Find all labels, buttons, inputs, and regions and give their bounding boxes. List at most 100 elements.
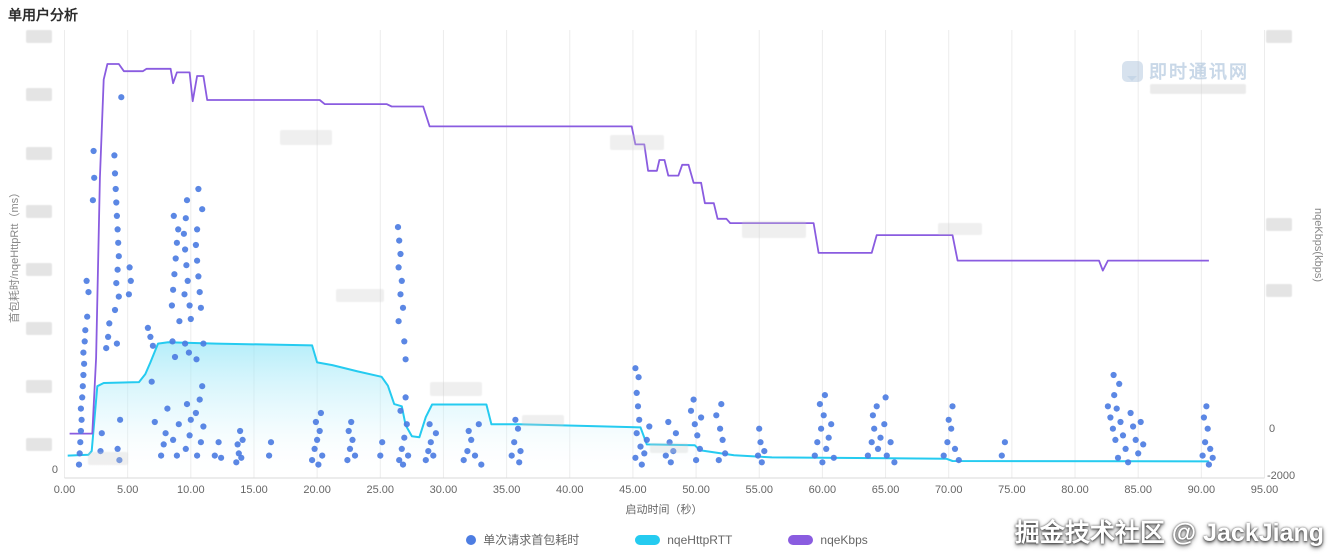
scatter-point <box>395 264 402 271</box>
legend-label: nqeHttpRTT <box>667 532 733 547</box>
x-tick-label: 0.00 <box>53 484 76 496</box>
scatter-point <box>105 333 112 340</box>
scatter-point <box>192 241 199 249</box>
scatter-point <box>397 407 404 414</box>
scatter-point <box>84 313 91 320</box>
x-tick-label: 50.00 <box>682 484 710 496</box>
scatter-point <box>397 250 404 258</box>
scatter-point <box>874 445 882 452</box>
scatter-point <box>1117 418 1124 426</box>
scatter-point <box>756 425 763 432</box>
scatter-point <box>475 421 482 428</box>
scatter-point <box>1110 371 1117 379</box>
scatter-point <box>83 277 90 284</box>
scatter-point <box>116 457 123 464</box>
legend-line-swatch <box>788 534 814 545</box>
scatter-point <box>690 396 697 403</box>
scatter-point <box>1112 436 1119 443</box>
scatter-point <box>948 425 955 432</box>
scatter-point <box>169 338 176 345</box>
scatter-point <box>233 459 240 466</box>
scatter-point <box>78 416 85 423</box>
scatter-point <box>426 421 433 428</box>
scatter-point <box>348 418 355 426</box>
x-tick-label: 30.00 <box>429 484 458 496</box>
scatter-point <box>873 403 880 410</box>
redacted-block <box>610 135 664 150</box>
scatter-point <box>170 436 177 443</box>
scatter-point <box>114 226 121 233</box>
x-tick-label: 75.00 <box>998 484 1026 496</box>
scatter-point <box>696 445 704 452</box>
scatter-point <box>402 356 409 363</box>
scatter-point <box>638 461 645 468</box>
scatter-point <box>818 425 825 432</box>
scatter-point <box>514 425 522 432</box>
y-left-tick-zero: 0 <box>51 464 58 476</box>
scatter-point <box>666 439 673 446</box>
scatter-point <box>871 425 878 432</box>
scatter-point <box>79 383 86 390</box>
scatter-point <box>1116 380 1123 387</box>
y-left-axis-title: 首包耗时/nqeHttpRtt（ms） <box>9 186 21 324</box>
scatter-point <box>81 338 88 345</box>
scatter-point <box>172 255 179 262</box>
scatter-point <box>187 315 194 323</box>
scatter-point <box>823 445 830 452</box>
scatter-point <box>819 459 826 466</box>
scatter-point <box>397 291 404 298</box>
x-tick-label: 5.00 <box>116 484 139 496</box>
scatter-point <box>672 430 680 437</box>
scatter-point <box>234 441 241 448</box>
scatter-point <box>168 302 175 309</box>
scatter-point <box>465 427 472 435</box>
redacted-block <box>26 263 52 276</box>
x-tick-label: 60.00 <box>808 484 837 496</box>
x-tick-label: 80.00 <box>1061 484 1089 496</box>
scatter-point <box>114 445 121 452</box>
scatter-point <box>311 445 318 452</box>
scatter-point <box>113 199 120 206</box>
scatter-point <box>149 342 156 349</box>
scatter-point <box>398 445 405 452</box>
legend-item-nqekbps[interactable]: nqeKbps <box>788 533 868 547</box>
scatter-point <box>891 459 898 466</box>
scatter-point <box>665 418 672 426</box>
legend-item-单次请求首包耗时[interactable]: 单次请求首包耗时 <box>466 531 579 548</box>
scatter-point <box>85 289 92 296</box>
legend-item-nqehttprtt[interactable]: nqeHttpRTT <box>635 533 732 547</box>
scatter-point <box>715 457 722 464</box>
scatter-point <box>211 452 218 459</box>
x-tick-label: 65.00 <box>871 484 900 496</box>
scatter-point <box>643 436 650 443</box>
x-axis-title: 启动时间（秒） <box>625 504 703 516</box>
scatter-point <box>633 430 640 437</box>
scatter-point <box>1132 436 1139 443</box>
scatter-point <box>691 421 698 428</box>
scatter-point <box>162 430 169 437</box>
scatter-point <box>1209 454 1216 461</box>
scatter-point <box>118 94 125 101</box>
scatter-point <box>667 459 674 466</box>
scatter-point <box>319 452 326 459</box>
scatter-point <box>422 457 429 464</box>
scatter-point <box>1200 414 1207 421</box>
scatter-point <box>471 452 479 459</box>
scatter-point <box>106 320 113 327</box>
scatter-point <box>180 230 187 237</box>
scatter-point <box>192 409 199 417</box>
scatter-point <box>344 457 351 464</box>
y-right-axis-title: nqeKbps(kbps) <box>1312 208 1324 282</box>
scatter-point <box>144 324 151 331</box>
scatter-point <box>646 423 653 430</box>
redacted-block <box>1266 30 1292 43</box>
scatter-point <box>883 452 890 459</box>
scatter-point <box>103 345 110 352</box>
scatter-point <box>379 439 386 446</box>
scatter-point <box>1130 423 1137 430</box>
scatter-point <box>821 392 829 399</box>
scatter-point <box>662 452 669 459</box>
scatter-point <box>869 412 877 419</box>
scatter-point <box>1137 418 1144 426</box>
scatter-point <box>182 445 189 452</box>
